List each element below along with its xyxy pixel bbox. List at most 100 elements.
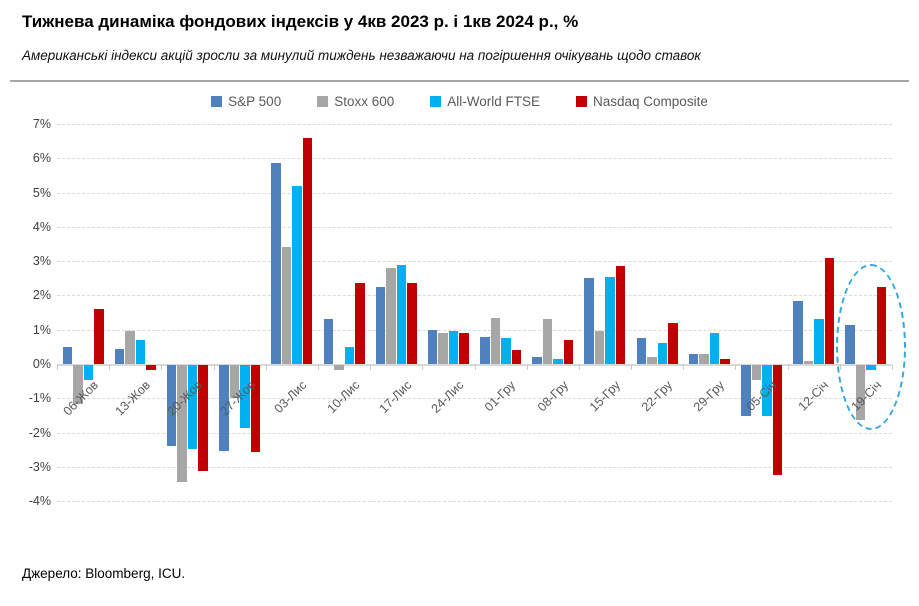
x-axis-category-label: 17-Лис xyxy=(376,378,415,416)
x-axis-tick xyxy=(631,365,633,370)
x-axis-line xyxy=(57,363,892,366)
bar-stoxx-600-17-Лис xyxy=(386,267,396,364)
bar-nasdaq-composite-24-Лис xyxy=(459,333,469,364)
page-subtitle: Американські індекси акцій зросли за мин… xyxy=(22,48,701,63)
y-axis-tick-label: 7% xyxy=(32,116,51,131)
bar-nasdaq-composite-17-Лис xyxy=(407,283,417,364)
bar-nasdaq-composite-05-Січ xyxy=(772,365,783,475)
bar-all-world-ftse-24-Лис xyxy=(448,331,459,364)
bar-s-p-500-05-Січ xyxy=(741,365,751,417)
bar-s-p-500-20-Жов xyxy=(166,365,177,446)
x-axis-category-label: 01-Гру xyxy=(482,378,519,415)
source-note: Джерело: Bloomberg, ICU. xyxy=(22,566,186,581)
gridline xyxy=(57,226,892,228)
bar-stoxx-600-01-Гру xyxy=(490,317,501,364)
bar-all-world-ftse-05-Січ xyxy=(762,365,772,417)
x-axis-category-label: 10-Лис xyxy=(324,378,362,416)
bar-nasdaq-composite-06-Жов xyxy=(94,309,104,364)
y-axis-tick-label: 6% xyxy=(32,151,51,166)
bar-all-world-ftse-15-Гру xyxy=(605,276,615,364)
x-axis-category-label: 22-Гру xyxy=(638,378,676,415)
legend-label: Nasdaq Composite xyxy=(593,94,708,109)
x-axis-tick xyxy=(370,365,372,370)
bar-nasdaq-composite-29-Гру xyxy=(720,358,730,364)
bar-all-world-ftse-06-Жов xyxy=(83,365,94,381)
x-axis-category-label: 24-Лис xyxy=(428,378,467,416)
x-axis-tick xyxy=(578,365,580,370)
x-axis-category-label: 29-Гру xyxy=(691,378,728,415)
chart-plot-area: 7% 6% 5% 4% 3% 2% 1% 0% -1% -2% -3% -4% 06-Жов 13-Жов… xyxy=(29,117,906,508)
gridline xyxy=(57,432,892,434)
bar-s-p-500-10-Лис xyxy=(323,319,334,364)
y-axis-tick-label: -3% xyxy=(28,459,51,474)
highlight-ellipse xyxy=(835,264,906,430)
x-axis-category-label: 12-Січ xyxy=(795,378,832,414)
bar-s-p-500-24-Лис xyxy=(427,329,438,364)
legend-item-3: Nasdaq Composite xyxy=(576,94,708,109)
bar-all-world-ftse-08-Гру xyxy=(553,358,563,364)
bar-nasdaq-composite-12-Січ xyxy=(824,257,835,364)
bar-nasdaq-composite-27-Жов xyxy=(250,365,261,453)
legend-item-0: S&P 500 xyxy=(211,94,281,109)
legend-swatch-icon xyxy=(430,96,442,107)
gridline xyxy=(57,295,892,297)
bar-all-world-ftse-03-Лис xyxy=(292,185,302,364)
bar-all-world-ftse-01-Гру xyxy=(501,338,511,364)
x-axis-tick xyxy=(526,365,528,370)
bar-s-p-500-29-Гру xyxy=(688,353,699,364)
legend-swatch-icon xyxy=(317,96,329,107)
x-axis-tick xyxy=(213,365,215,370)
bar-all-world-ftse-20-Жов xyxy=(187,365,198,450)
bar-stoxx-600-13-Жов xyxy=(125,331,135,364)
divider-line xyxy=(10,80,909,82)
page-title: Тижнева динаміка фондових індексів у 4кв… xyxy=(22,12,579,31)
bar-nasdaq-composite-08-Гру xyxy=(563,339,574,364)
bar-stoxx-600-22-Гру xyxy=(647,357,657,364)
bar-s-p-500-15-Гру xyxy=(584,278,594,364)
x-axis-tick xyxy=(474,365,476,370)
bar-stoxx-600-03-Лис xyxy=(281,247,292,364)
bar-all-world-ftse-29-Гру xyxy=(709,333,720,364)
bar-s-p-500-22-Гру xyxy=(636,338,647,364)
bar-s-p-500-03-Лис xyxy=(271,163,281,364)
x-axis-tick xyxy=(109,365,111,370)
bar-nasdaq-composite-20-Жов xyxy=(198,365,208,472)
bar-nasdaq-composite-10-Лис xyxy=(355,283,365,364)
y-axis-tick-label: -1% xyxy=(28,391,51,406)
bar-stoxx-600-27-Жов xyxy=(229,365,240,398)
bar-s-p-500-08-Гру xyxy=(532,357,542,364)
gridline xyxy=(57,501,892,503)
bar-stoxx-600-29-Гру xyxy=(699,353,709,364)
y-axis-tick-label: -2% xyxy=(28,425,51,440)
y-axis-tick-label: 4% xyxy=(32,219,51,234)
legend-item-2: All-World FTSE xyxy=(430,94,540,109)
gridline xyxy=(57,123,892,125)
bar-nasdaq-composite-15-Гру xyxy=(615,266,626,364)
bar-stoxx-600-12-Січ xyxy=(803,360,814,364)
gridline xyxy=(57,158,892,160)
gridline xyxy=(57,398,892,400)
bar-stoxx-600-24-Лис xyxy=(438,333,448,364)
bar-all-world-ftse-27-Жов xyxy=(240,365,250,429)
chart-legend: S&P 500 Stoxx 600 All-World FTSE Nasdaq Com… xyxy=(0,94,919,109)
x-axis-category-label: 03-Лис xyxy=(271,378,310,416)
y-axis-tick-label: 2% xyxy=(32,288,51,303)
bar-stoxx-600-06-Жов xyxy=(73,365,83,405)
bar-all-world-ftse-22-Гру xyxy=(657,343,668,364)
y-axis-tick-label: 5% xyxy=(32,185,51,200)
legend-label: All-World FTSE xyxy=(447,94,541,109)
legend-label: S&P 500 xyxy=(228,94,282,109)
bar-stoxx-600-05-Січ xyxy=(751,365,762,381)
bar-stoxx-600-08-Гру xyxy=(542,319,553,364)
bar-nasdaq-composite-22-Гру xyxy=(668,322,678,364)
gridline xyxy=(57,192,892,194)
x-axis-category-label: 15-Гру xyxy=(586,378,623,415)
y-axis-tick-label: 3% xyxy=(32,254,51,269)
x-axis-tick xyxy=(683,365,685,370)
x-axis-tick xyxy=(787,365,789,370)
bar-s-p-500-12-Січ xyxy=(793,300,803,364)
bar-all-world-ftse-10-Лис xyxy=(344,346,355,364)
x-axis-tick xyxy=(265,365,267,370)
x-axis-category-label: 08-Гру xyxy=(534,378,571,415)
